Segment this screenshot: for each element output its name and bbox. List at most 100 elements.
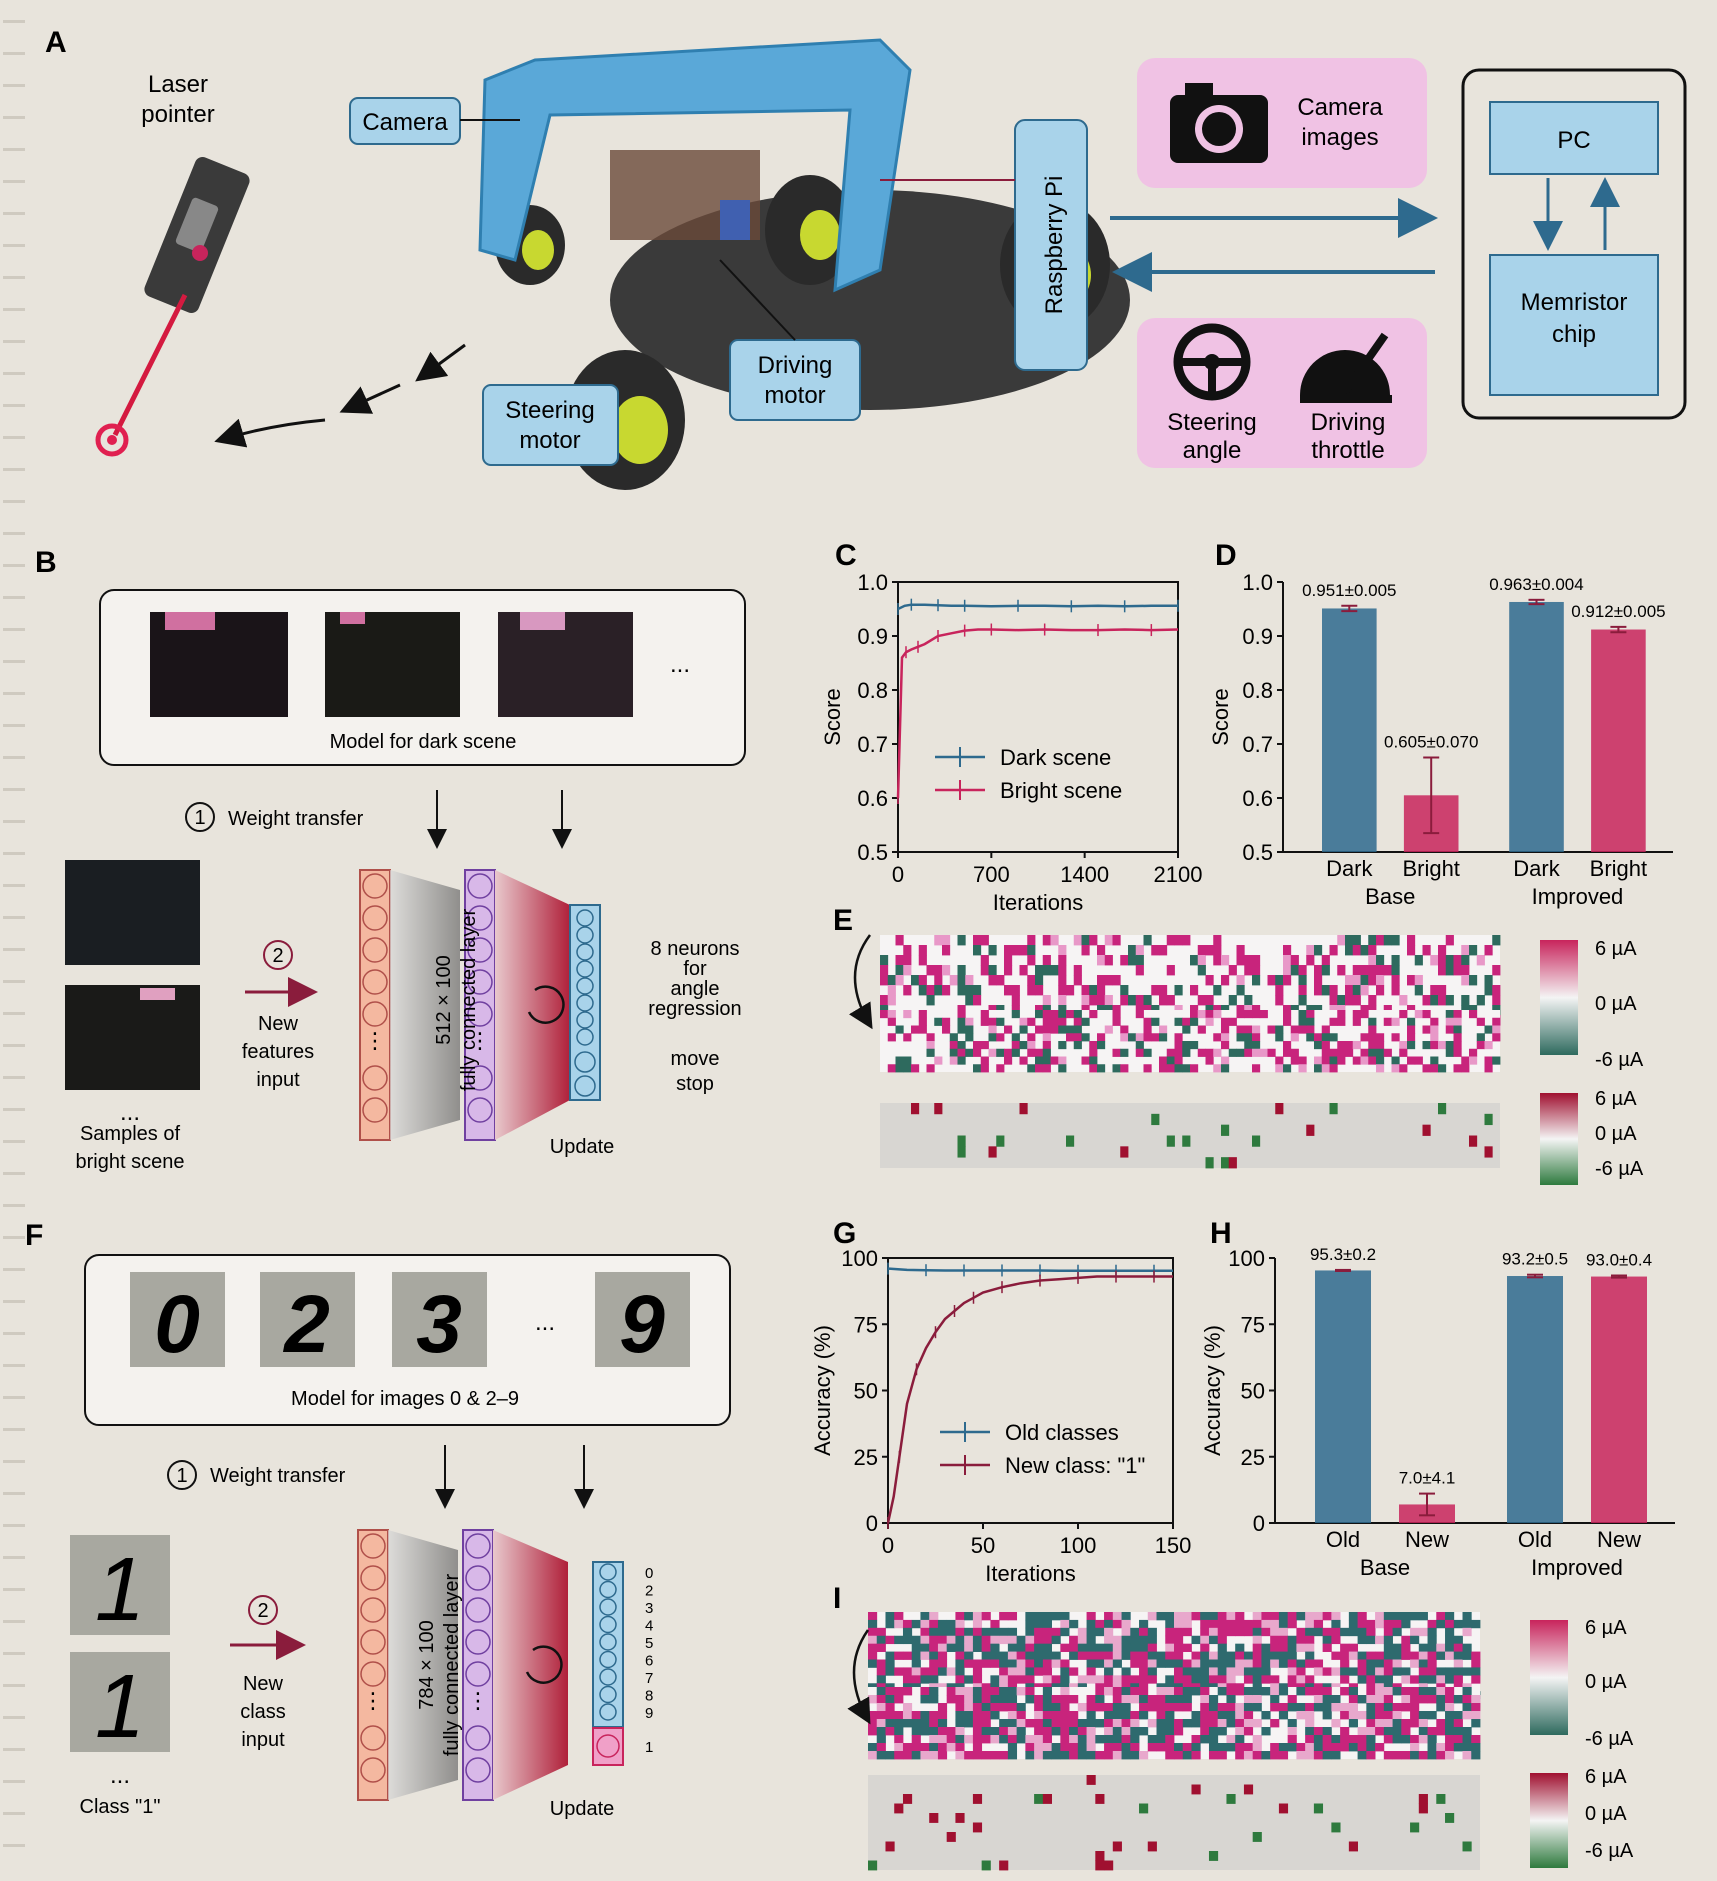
map-cell — [1112, 1841, 1122, 1852]
new-input-label-2: class — [240, 1701, 286, 1723]
map-cell — [1383, 1703, 1393, 1712]
map-cell — [1383, 1751, 1393, 1760]
map-cell — [942, 965, 951, 976]
map-cell — [1410, 1751, 1420, 1760]
map-cell — [1445, 1025, 1454, 1034]
map-cell — [937, 1659, 948, 1668]
map-cell — [1182, 1017, 1191, 1026]
map-cell — [1182, 1041, 1191, 1050]
map-cell — [1296, 1751, 1306, 1760]
map-cell — [902, 1627, 913, 1637]
map-cell — [1104, 1635, 1114, 1645]
map-cell — [1368, 965, 1377, 976]
map-cell — [1345, 985, 1354, 996]
map-cell — [1042, 1703, 1052, 1712]
map-cell — [1357, 1675, 1367, 1684]
map-cell — [1200, 1727, 1210, 1736]
map-cell — [1461, 955, 1470, 966]
laser-pointer-icon — [95, 157, 250, 457]
map-cell — [1042, 1010, 1051, 1019]
map-cell — [1278, 1612, 1289, 1621]
map-cell — [981, 1659, 991, 1668]
map-cell — [1007, 1651, 1018, 1660]
map-cell — [1086, 1635, 1096, 1645]
neuron — [576, 994, 594, 1012]
map-cell — [1007, 1751, 1018, 1760]
map-cell — [1278, 1619, 1289, 1629]
move-label: move — [671, 1048, 720, 1070]
map-cell — [1476, 1017, 1485, 1026]
map-cell — [1453, 1667, 1463, 1676]
map-cell — [1461, 1056, 1470, 1065]
map-cell — [1042, 1025, 1051, 1034]
map-cell — [1270, 1659, 1280, 1668]
map-cell — [937, 1651, 948, 1660]
map-cell — [957, 1048, 966, 1057]
map-cell — [1058, 965, 1067, 976]
map-cell — [902, 1711, 913, 1720]
map-cell — [1270, 1627, 1280, 1637]
map-cell — [1418, 1675, 1428, 1684]
map-cell — [1208, 1675, 1219, 1684]
map-cell — [1445, 1048, 1454, 1057]
panel-label: E — [833, 904, 853, 937]
map-cell — [1283, 1017, 1292, 1026]
map-cell — [1086, 1675, 1096, 1684]
map-cell — [1252, 1064, 1261, 1073]
map-cell — [1252, 1719, 1262, 1728]
map-cell — [957, 965, 966, 976]
neuron — [467, 937, 493, 963]
map-cell — [926, 1048, 935, 1057]
map-cell — [1418, 1612, 1428, 1621]
map-cell — [1200, 1619, 1210, 1629]
map-cell — [1042, 965, 1051, 976]
map-cell — [1174, 1687, 1184, 1696]
map-cell — [964, 1703, 974, 1712]
fc-fan — [388, 1530, 458, 1800]
texture-line — [3, 1844, 25, 1847]
map-cell — [1418, 1719, 1428, 1728]
map-cell — [1422, 945, 1431, 956]
map-cell — [1366, 1627, 1376, 1637]
map-cell — [1174, 1041, 1183, 1050]
map-cell — [1019, 1056, 1028, 1065]
map-cell — [1410, 1822, 1420, 1833]
map-cell — [1147, 1703, 1157, 1712]
map-cell — [1275, 1056, 1284, 1065]
map-cell — [885, 1612, 895, 1621]
ellipsis-dots: ⋮ — [467, 1688, 489, 1713]
map-cell — [990, 1651, 1000, 1660]
map-cell — [996, 975, 1005, 986]
map-cell — [1112, 1711, 1122, 1720]
map-cell — [1278, 1627, 1289, 1637]
map-cell — [1156, 1727, 1166, 1736]
map-cell — [1200, 1612, 1210, 1621]
map-cell — [1165, 1635, 1175, 1645]
map-cell — [937, 1751, 948, 1760]
map-cell — [1445, 1743, 1455, 1752]
map-cell — [1376, 1064, 1385, 1073]
map-cell — [1337, 1048, 1346, 1057]
neuron — [467, 1065, 493, 1091]
map-cell — [1120, 1146, 1129, 1158]
map-cell — [1414, 1056, 1423, 1065]
map-cell — [1235, 1643, 1245, 1652]
map-cell — [1165, 1719, 1175, 1728]
map-cell — [1200, 1675, 1210, 1684]
map-cell — [1226, 1627, 1236, 1637]
map-cell — [1156, 1735, 1166, 1744]
map-cell — [1147, 1719, 1157, 1728]
map-cell — [1165, 1727, 1175, 1736]
map-cell — [1081, 1056, 1090, 1065]
map-cell — [911, 1619, 921, 1629]
map-cell — [1418, 1751, 1428, 1760]
data-label: 0.951±0.005 — [1302, 581, 1396, 600]
x-tick-label: 0 — [882, 1533, 894, 1558]
neuron — [362, 905, 388, 931]
map-cell — [929, 1659, 939, 1668]
map-cell — [1200, 1719, 1210, 1728]
map-cell — [1270, 1695, 1280, 1704]
map-cell — [1086, 1659, 1096, 1668]
digit-thumbnail — [260, 1272, 355, 1367]
map-cell — [918, 1025, 927, 1034]
